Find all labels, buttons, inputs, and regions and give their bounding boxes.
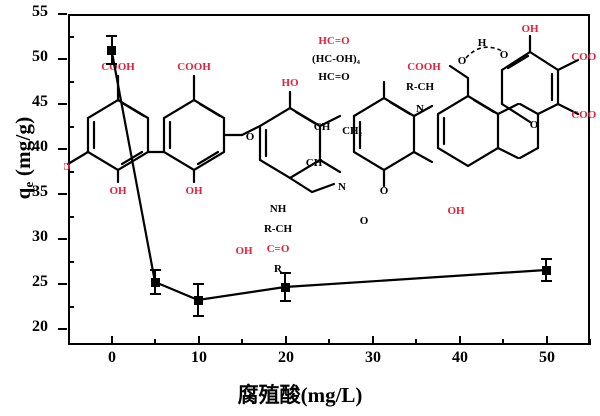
x-minor-tick [415,339,417,345]
y-tick-label: 40 [32,138,48,155]
mol-label-o: O [458,55,467,67]
mol-label-oh: OH [235,245,253,257]
mol-label-n: N [416,103,424,115]
mol-label-h: H [478,37,487,49]
x-tick-label: 40 [452,349,468,366]
y-minor-tick [68,306,74,308]
x-tick-label: 50 [539,349,555,366]
y-tick-label: 35 [32,183,48,200]
x-minor-tick [502,339,504,345]
x-tick-mark [198,336,200,345]
y-tick-mark [58,58,67,60]
mol-label-ch2: CH₂ [342,125,363,137]
mol-label-hco: HC=O [318,71,350,83]
mol-label-cooh: COOH [177,61,211,73]
y-tick-label: 45 [32,93,48,110]
y-minor-tick [68,171,74,173]
x-tick-mark [372,336,374,345]
y-minor-tick [68,36,74,38]
y-tick-mark [58,103,67,105]
humic-acid-structure-diagram: COOH COOH HO OH OH HO O O N R-CH COOH HC… [64,23,596,275]
mol-label-ho: HO [281,77,299,89]
mol-label-oh: OH [521,23,539,35]
y-tick-mark [58,148,67,150]
x-tick-mark [111,336,113,345]
mol-label-ho: HO [64,161,71,173]
y-minor-tick [68,126,74,128]
x-minor-tick [589,339,591,345]
mol-label-rch: R-CH [406,81,435,93]
mol-label-cooh: COOH [571,51,596,63]
x-tick-mark [285,336,287,345]
x-tick-label: 0 [108,349,116,366]
mol-label-o: O [246,131,255,143]
mol-label-oh: OH [109,185,127,197]
mol-label-rch: R-CH [264,223,293,235]
mol-label-o: O [360,215,369,227]
x-tick-label: 30 [365,349,381,366]
x-minor-tick [68,339,70,345]
y-minor-tick [68,216,74,218]
x-minor-tick [241,339,243,345]
mol-label-cooh: COOH [571,109,596,121]
y-tick-mark [58,328,67,330]
mol-label-n: N [338,181,346,193]
mol-label-ch: CH [306,157,323,169]
mol-label-co: C=O [267,243,290,255]
x-tick-mark [459,336,461,345]
y-minor-tick [68,81,74,83]
y-tick-label: 50 [32,48,48,65]
y-tick-mark [58,283,67,285]
x-minor-tick [328,339,330,345]
y-tick-label: 25 [32,273,48,290]
y-tick-mark [58,193,67,195]
x-minor-tick [154,339,156,345]
mol-label-r: R [274,263,283,275]
mol-label-cooh: COOH [101,61,135,73]
y-tick-mark [58,13,67,15]
mol-label-hco: HC=O [318,35,350,47]
x-tick-mark [546,336,548,345]
mol-label-oh: OH [447,205,465,217]
y-tick-label: 30 [32,228,48,245]
y-minor-tick [68,261,74,263]
mol-label-ch: CH [314,121,331,133]
y-tick-label: 55 [32,3,48,20]
y-tick-label: 20 [32,318,48,335]
x-axis-label: 腐殖酸(mg/L) [237,383,363,407]
x-tick-label: 10 [191,349,207,366]
mol-label-o: O [530,119,539,131]
mol-label-o: O [380,185,389,197]
y-tick-mark [58,238,67,240]
mol-label-nh: NH [270,203,287,215]
x-tick-label: 20 [278,349,294,366]
mol-label-hc-oh-4: (HC-OH)₄ [312,53,361,65]
mol-label-cooh: COOH [407,61,441,73]
mol-label-oh: OH [185,185,203,197]
mol-label-o: O [500,49,509,61]
